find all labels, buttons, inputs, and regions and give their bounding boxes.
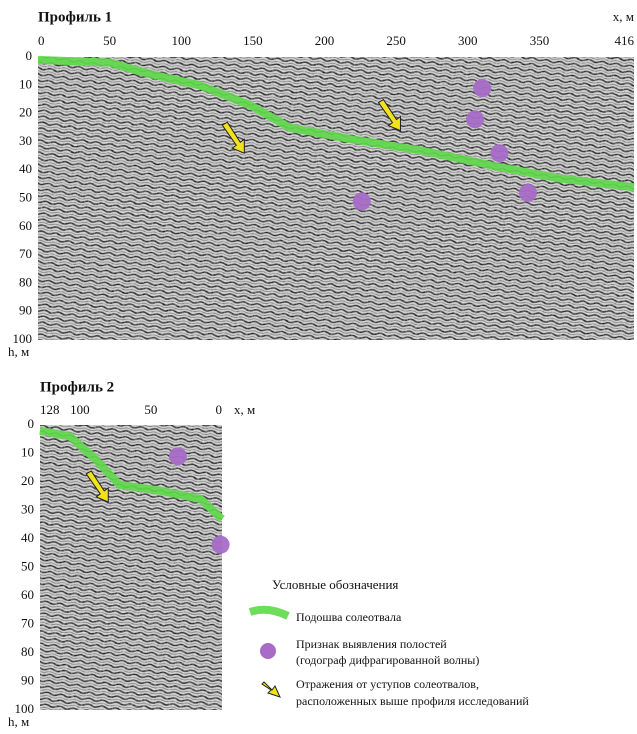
legend-line-swatch — [250, 610, 288, 616]
y-tick-label: 100 — [15, 701, 35, 716]
x-tick-label: 0 — [216, 402, 223, 417]
x-tick-label: 200 — [315, 33, 335, 48]
x-tick-label: 50 — [103, 33, 116, 48]
y-axis-label: h, м — [8, 714, 29, 729]
y-tick-label: 30 — [21, 501, 34, 516]
legend-label: (годограф дифрагированной волны) — [296, 653, 479, 667]
y-tick-label: 0 — [28, 416, 35, 431]
y-tick-label: 40 — [19, 161, 32, 176]
radargram-noise — [38, 57, 634, 340]
y-tick-label: 60 — [19, 218, 32, 233]
x-tick-label: 350 — [530, 33, 550, 48]
legend-label: Подошва солеотвала — [296, 610, 402, 624]
x-tick-label: 250 — [386, 33, 406, 48]
y-tick-label: 90 — [21, 672, 34, 687]
legend-circle-swatch — [260, 643, 276, 659]
y-tick-label: 80 — [19, 274, 32, 289]
y-axis-label: h, м — [8, 344, 29, 359]
cavity-marker — [212, 536, 230, 554]
y-tick-label: 50 — [19, 189, 32, 204]
radargram-noise — [40, 425, 222, 710]
y-tick-label: 0 — [26, 48, 33, 63]
x-tick-label: 100 — [172, 33, 192, 48]
legend-arrow-swatch — [262, 682, 280, 697]
x-tick-label: 416 — [615, 33, 635, 48]
cavity-marker — [473, 79, 491, 97]
y-tick-label: 70 — [21, 615, 34, 630]
y-tick-label: 30 — [19, 133, 32, 148]
cavity-marker — [490, 144, 508, 162]
x-tick-label: 150 — [243, 33, 263, 48]
y-tick-label: 10 — [21, 444, 34, 459]
legend-title: Условные обозначения — [272, 577, 398, 592]
y-tick-label: 50 — [21, 558, 34, 573]
y-tick-label: 20 — [21, 473, 34, 488]
y-tick-label: 70 — [19, 246, 32, 261]
cavity-marker — [353, 192, 371, 210]
profile-title: Профиль 2 — [40, 379, 114, 395]
x-tick-label: 0 — [38, 33, 45, 48]
y-tick-label: 20 — [19, 105, 32, 120]
x-tick-label: 300 — [458, 33, 478, 48]
cavity-marker — [519, 184, 537, 202]
legend-label: расположенных выше профиля исследований — [296, 694, 529, 708]
y-tick-label: 60 — [21, 587, 34, 602]
x-tick-label: 128 — [40, 402, 60, 417]
x-tick-label: 50 — [144, 402, 157, 417]
y-tick-label: 40 — [21, 530, 34, 545]
legend-label: Признак выявления полостей — [296, 637, 447, 651]
legend-label: Отражения от уступов солеотвалов, — [296, 677, 479, 691]
x-axis-label: x, м — [234, 402, 255, 417]
legend: Условные обозначения Подошва солеотвала П… — [250, 577, 529, 708]
cavity-marker — [466, 110, 484, 128]
cavity-marker — [169, 447, 187, 465]
profile-title: Профиль 1 — [38, 9, 112, 25]
y-tick-label: 10 — [19, 76, 32, 91]
x-tick-label: 100 — [70, 402, 90, 417]
y-tick-label: 80 — [21, 644, 34, 659]
x-axis-label: x, м — [613, 9, 634, 24]
y-tick-label: 90 — [19, 303, 32, 318]
y-tick-label: 100 — [13, 331, 33, 346]
figure: Профиль 1x, мh, м05010015020025030035041… — [0, 0, 637, 734]
